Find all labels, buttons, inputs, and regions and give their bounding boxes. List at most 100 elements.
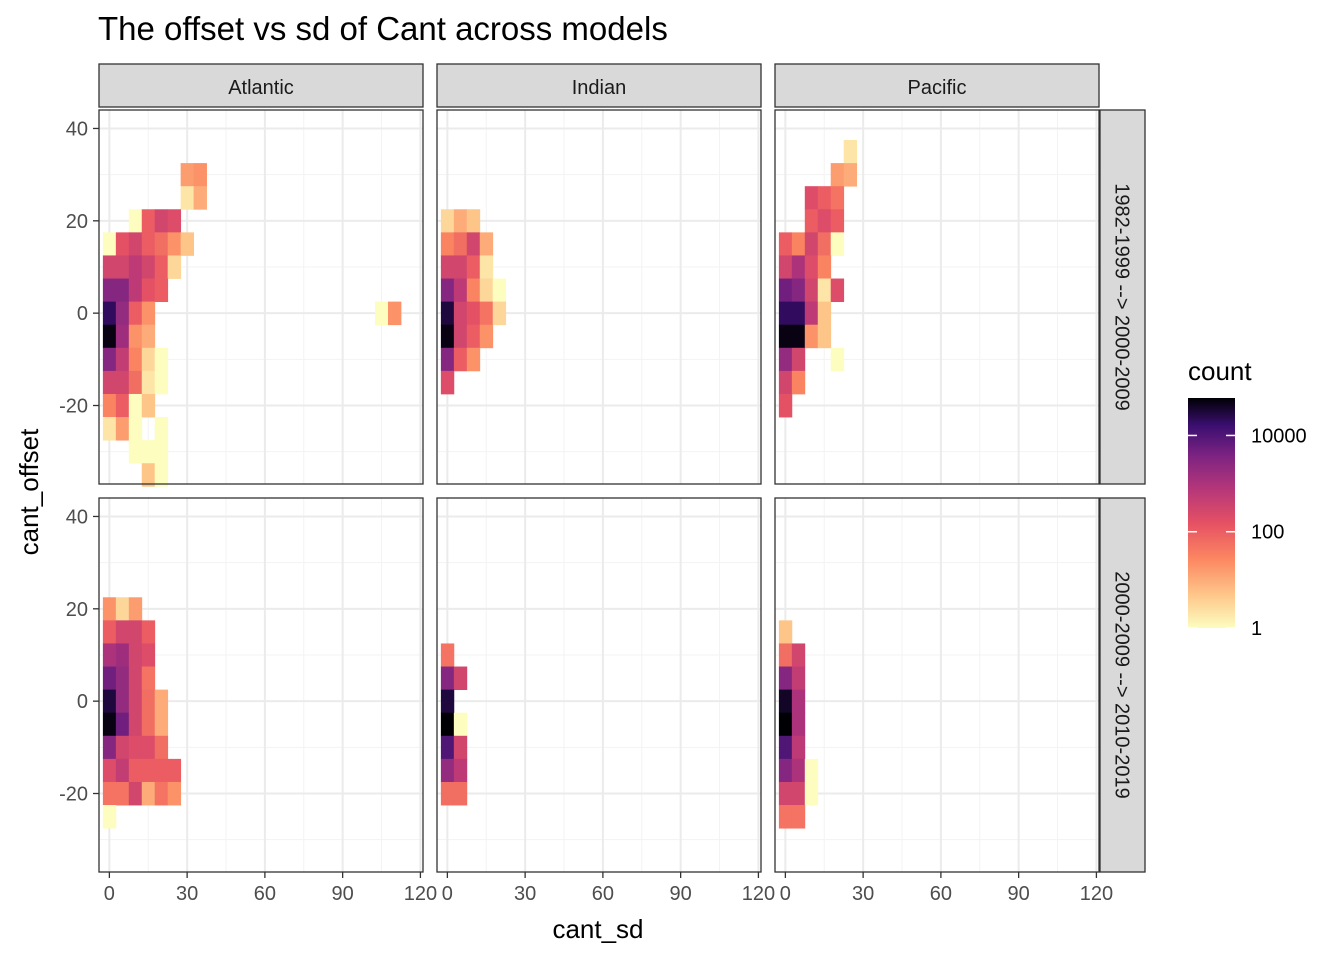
heatmap-tile	[440, 666, 455, 691]
heatmap-tile	[167, 209, 182, 233]
heatmap-tile	[778, 758, 793, 783]
x-tick-label: 30	[514, 883, 536, 905]
heatmap-tile	[791, 666, 806, 691]
heatmap-tile	[193, 163, 207, 187]
x-tick-label: 120	[1080, 883, 1113, 905]
heatmap-tile	[102, 805, 117, 829]
heatmap-tile	[804, 278, 819, 303]
heatmap-tile	[466, 278, 481, 303]
x-tick-label: 90	[670, 883, 692, 905]
heatmap-tile	[115, 370, 130, 395]
heatmap-tile	[141, 209, 156, 233]
heatmap-tile	[128, 324, 143, 349]
heatmap-tile	[791, 370, 806, 395]
heatmap-tile	[791, 712, 806, 737]
heatmap-tile	[141, 232, 156, 256]
legend-colorbar	[1188, 398, 1235, 628]
heatmap-tile	[791, 232, 806, 256]
heatmap-tile	[804, 758, 819, 783]
x-tick-label: 0	[442, 883, 453, 905]
heatmap-tile	[479, 255, 494, 279]
heatmap-tile	[102, 278, 117, 303]
heatmap-tile	[180, 163, 195, 187]
heatmap-tile	[778, 805, 793, 829]
heatmap-tile	[791, 643, 806, 667]
heatmap-tile	[466, 301, 481, 326]
heatmap-tile	[115, 301, 130, 326]
heatmap-tile	[440, 301, 455, 326]
heatmap-tile	[141, 463, 156, 487]
heatmap-tile	[154, 735, 169, 760]
heatmap-tile	[141, 440, 156, 464]
heatmap-tile	[115, 620, 130, 644]
heatmap-tile	[154, 370, 169, 395]
heatmap-tile	[440, 255, 455, 279]
heatmap-tile	[778, 347, 793, 372]
heatmap-tile	[167, 781, 182, 806]
plot-title: The offset vs sd of Cant across models	[98, 10, 668, 47]
heatmap-tile	[141, 393, 156, 418]
heatmap-tile	[778, 735, 793, 760]
heatmap-tile	[388, 301, 402, 326]
heatmap-tile	[804, 209, 819, 233]
heatmap-tile	[375, 301, 389, 326]
heatmap-tile	[102, 712, 117, 737]
heatmap-tile	[102, 758, 117, 783]
heatmap-tile	[440, 232, 455, 256]
heatmap-tile	[115, 232, 130, 256]
heatmap-tile	[479, 232, 494, 256]
heatmap-tile	[466, 347, 481, 372]
panel-pacific-row1	[774, 109, 1100, 485]
heatmap-tile	[128, 597, 143, 621]
heatmap-tile	[128, 620, 143, 644]
heatmap-tile	[154, 712, 169, 737]
legend-title: count	[1188, 356, 1252, 386]
heatmap-tile	[154, 781, 169, 806]
facet-strips: Atlantic Indian Pacific 1982-1999 --> 2000-…	[98, 63, 1146, 873]
y-tick-label: 40	[66, 118, 88, 140]
strip-indian: Indian	[436, 63, 762, 108]
heatmap-tile	[778, 255, 793, 279]
heatmap-tile	[141, 347, 156, 372]
x-tick-label: 60	[592, 883, 614, 905]
heatmap-tile	[102, 301, 117, 326]
heatmap-tile	[128, 735, 143, 760]
heatmap-tile	[791, 805, 806, 829]
heatmap-tile	[817, 324, 832, 349]
heatmap-tile	[102, 781, 117, 806]
heatmap-tile	[154, 232, 169, 256]
heatmap-tile	[102, 232, 117, 256]
heatmap-tile	[115, 597, 130, 621]
heatmap-tile	[102, 666, 117, 691]
heatmap-tile	[115, 689, 130, 714]
heatmap-tile	[141, 758, 156, 783]
heatmap-tile	[440, 324, 455, 349]
heatmap-tile	[492, 301, 507, 326]
heatmap-tile	[440, 370, 455, 395]
heatmap-tile	[128, 781, 143, 806]
heatmap-tile	[154, 758, 169, 783]
x-tick-label: 90	[1008, 883, 1030, 905]
heatmap-tile	[453, 735, 468, 760]
heatmap-tile	[804, 255, 819, 279]
heatmap-tile	[128, 255, 143, 279]
heatmap-tile	[453, 347, 468, 372]
heatmap-tile	[440, 712, 455, 737]
heatmap-tile	[115, 666, 130, 691]
heatmap-tile	[180, 232, 195, 256]
x-tick-label: 120	[742, 883, 775, 905]
heatmap-tile	[778, 393, 793, 418]
heatmap-tile	[778, 370, 793, 395]
y-tick-label: -20	[59, 784, 88, 806]
heatmap-tile	[479, 301, 494, 326]
heatmap-tile	[466, 324, 481, 349]
heatmap-tile	[128, 689, 143, 714]
heatmap-tile	[830, 278, 845, 303]
panel-border	[436, 497, 762, 873]
heatmap-tile	[193, 186, 207, 210]
heatmap-tile	[115, 324, 130, 349]
heatmap-tile	[791, 735, 806, 760]
strip-label: Atlantic	[228, 77, 294, 99]
heatmap-tile	[141, 278, 156, 303]
heatmap-tile	[141, 370, 156, 395]
